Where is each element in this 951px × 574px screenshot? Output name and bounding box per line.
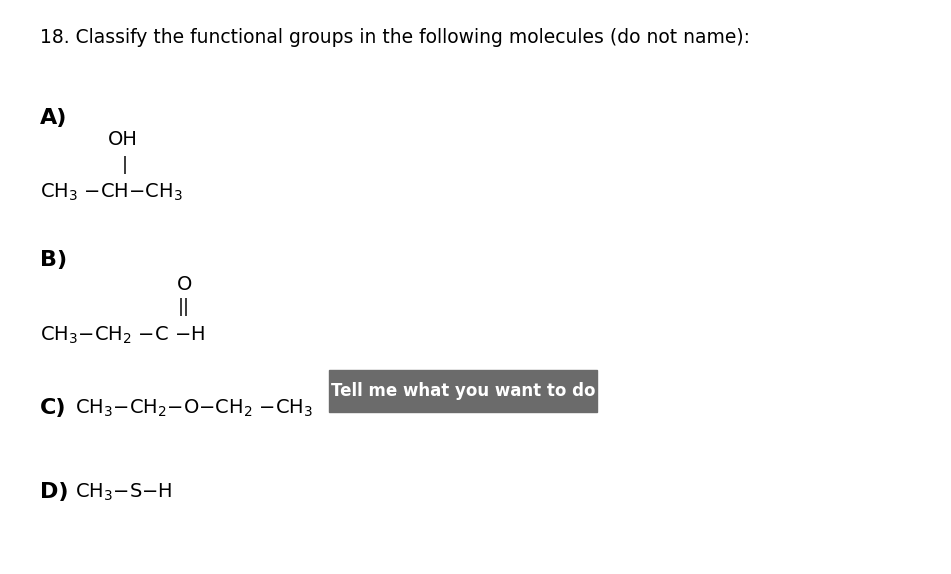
Text: C): C) bbox=[40, 398, 67, 418]
Text: 18. Classify the functional groups in the following molecules (do not name):: 18. Classify the functional groups in th… bbox=[40, 28, 749, 47]
Text: B): B) bbox=[40, 250, 67, 270]
Text: A): A) bbox=[40, 108, 68, 128]
Text: CH$_3$$-$CH$_2$$-$O$-$CH$_2$ $-$CH$_3$: CH$_3$$-$CH$_2$$-$O$-$CH$_2$ $-$CH$_3$ bbox=[75, 398, 313, 419]
Text: D): D) bbox=[40, 482, 68, 502]
Text: |: | bbox=[122, 156, 127, 174]
Text: O: O bbox=[177, 275, 193, 294]
Text: CH$_3$$-$S$-$H: CH$_3$$-$S$-$H bbox=[75, 482, 172, 503]
Text: ||: || bbox=[177, 298, 189, 316]
Text: CH$_3$$-$CH$_2$ $-$C $-$H: CH$_3$$-$CH$_2$ $-$C $-$H bbox=[40, 325, 204, 346]
Text: Tell me what you want to do: Tell me what you want to do bbox=[331, 382, 595, 400]
FancyBboxPatch shape bbox=[329, 370, 597, 412]
Text: OH: OH bbox=[107, 130, 138, 149]
Text: CH$_3$ $-$CH$-$CH$_3$: CH$_3$ $-$CH$-$CH$_3$ bbox=[40, 182, 183, 203]
